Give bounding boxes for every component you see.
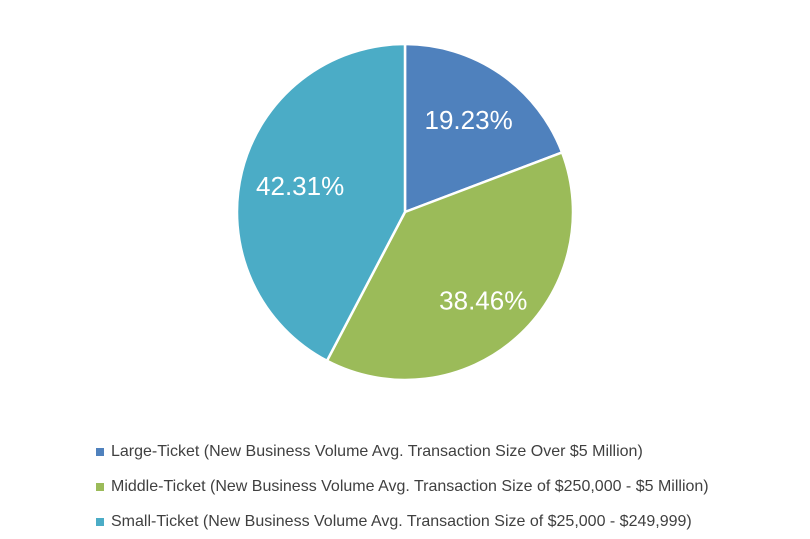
pie-slice-small-ticket [235,42,407,363]
legend-label-middle-ticket: Middle-Ticket (New Business Volume Avg. … [111,477,709,495]
legend-label-small-ticket: Small-Ticket (New Business Volume Avg. T… [111,512,692,530]
legend-label-large-ticket: Large-Ticket (New Business Volume Avg. T… [111,442,643,460]
pie-slice-large-ticket [403,42,564,214]
legend-item-small-ticket: Small-Ticket (New Business Volume Avg. T… [96,504,709,539]
legend-swatch-small-ticket [96,517,104,526]
pie-slice-middle-ticket [325,151,575,382]
legend-swatch-large-ticket [96,447,104,456]
legend: Large-Ticket (New Business Volume Avg. T… [96,434,709,539]
data-label-large-ticket: 19.23% [425,105,513,135]
legend-swatch-middle-ticket [96,482,104,491]
legend-item-middle-ticket: Middle-Ticket (New Business Volume Avg. … [96,469,709,504]
data-label-middle-ticket: 38.46% [439,285,527,315]
data-label-small-ticket: 42.31% [256,171,344,201]
legend-item-large-ticket: Large-Ticket (New Business Volume Avg. T… [96,434,709,469]
